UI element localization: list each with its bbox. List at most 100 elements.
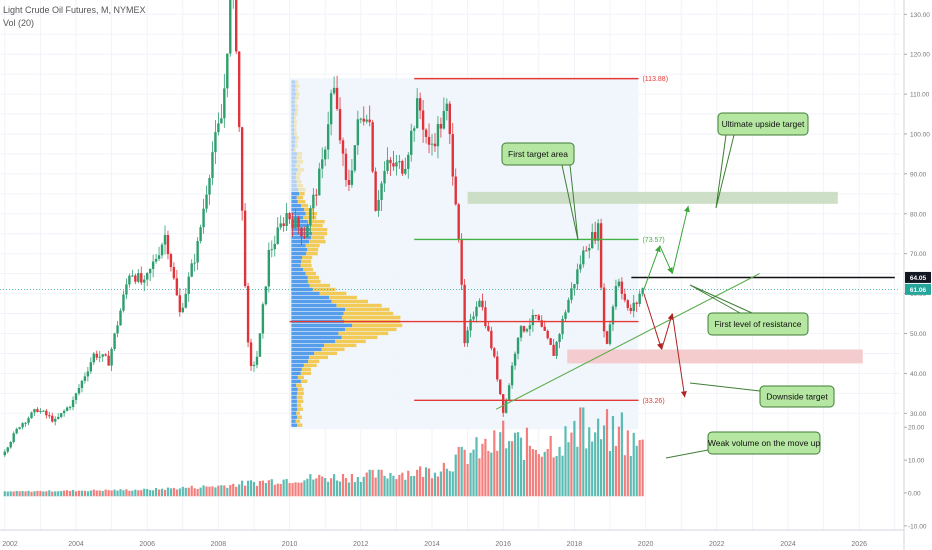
volume-bar	[303, 480, 306, 497]
volume-bar	[134, 489, 137, 497]
profile-bar-down	[294, 104, 299, 108]
volume-bar	[166, 487, 170, 497]
profile-bar-down	[296, 403, 302, 407]
volume-bar	[597, 418, 600, 497]
profile-bar-down	[294, 140, 298, 144]
candle-body	[516, 337, 520, 354]
profile-bar-down	[312, 231, 328, 236]
volume-bar	[264, 483, 267, 497]
volume-bar	[502, 420, 505, 497]
candle-body	[484, 307, 487, 327]
downside-target-note-box	[759, 385, 835, 408]
profile-bar-down	[295, 88, 298, 92]
candle-body	[368, 119, 371, 123]
profile-bar-up	[291, 148, 295, 152]
volume-bar	[579, 407, 582, 497]
profile-bar-up	[291, 371, 301, 375]
candle-body	[350, 170, 354, 185]
candle-body	[555, 341, 558, 356]
candle-body	[326, 124, 330, 150]
volume-bar	[279, 483, 282, 497]
profile-bar-down	[296, 395, 303, 399]
volume-bar	[368, 469, 371, 497]
volume-bar	[422, 476, 425, 497]
volume-bar	[401, 472, 404, 497]
arrow-pullback	[659, 245, 673, 274]
candle-body	[95, 353, 98, 358]
candle-body	[151, 261, 155, 269]
profile-bar-down	[296, 172, 301, 176]
candle-body	[632, 302, 635, 312]
volume-bar	[632, 432, 635, 497]
volume-bar	[505, 448, 508, 497]
volume-bar	[588, 427, 591, 497]
volume-bar	[472, 449, 475, 497]
candle-body	[341, 140, 345, 154]
profile-bar-up	[291, 271, 306, 276]
candle-body	[279, 223, 282, 228]
arrow-up-to-first-target	[643, 245, 661, 290]
profile-bar-down	[294, 148, 297, 152]
volume-bar	[407, 470, 410, 497]
volume-profile-background	[289, 78, 639, 430]
profile-bar-down	[296, 180, 302, 184]
profile-bar-up	[291, 223, 310, 228]
candle-body	[638, 293, 641, 304]
candle-body	[445, 103, 449, 111]
volume-bar	[324, 478, 327, 497]
candle-body	[59, 413, 63, 417]
candle-body	[208, 178, 211, 195]
volume-bar	[273, 484, 276, 497]
profile-bar-up	[291, 180, 297, 184]
candle-body	[15, 428, 18, 434]
price-tick-label: 80.00	[910, 211, 927, 218]
volume-bar	[519, 437, 523, 497]
profile-bar-up	[291, 168, 298, 172]
volume-bar	[36, 490, 39, 497]
volume-bar	[327, 481, 330, 497]
profile-bar-up	[291, 383, 297, 387]
profile-bar-down	[298, 188, 306, 192]
volume-bar	[80, 490, 84, 497]
candle-body	[389, 159, 392, 164]
candle-body	[54, 418, 57, 422]
chart-title: Light Crude Oil Futures, M, NYMEX	[3, 5, 146, 15]
candle-body	[629, 307, 632, 312]
first-target-area-note: First target area	[501, 142, 579, 241]
profile-bar-up	[291, 120, 295, 124]
candle-body	[335, 87, 339, 109]
profile-bar-down	[324, 343, 357, 348]
profile-bar-down	[296, 415, 303, 419]
profile-bar-up	[291, 419, 296, 423]
candle-body	[187, 276, 190, 294]
volume-bar	[3, 491, 6, 497]
candle-body	[39, 410, 42, 412]
volume-bar	[315, 478, 318, 497]
profile-bar-down	[310, 227, 328, 232]
profile-bar-down	[321, 347, 345, 352]
candle-body	[122, 294, 125, 311]
profile-bar-down	[343, 311, 394, 316]
volume-bar	[585, 448, 588, 497]
volume-bar	[238, 484, 241, 497]
volume-bar	[137, 490, 140, 497]
candle-body	[110, 348, 113, 366]
profile-bar-up	[291, 407, 298, 411]
volume-bar	[457, 446, 460, 497]
candle-body	[359, 118, 362, 120]
profile-bar-down	[319, 291, 347, 296]
volume-bar	[395, 479, 398, 497]
candle-body	[599, 223, 603, 288]
candle-body	[582, 250, 585, 265]
profile-bar-down	[309, 223, 323, 228]
candle-body	[57, 416, 60, 419]
current-price-badge-bg	[905, 271, 931, 283]
candle-body	[113, 333, 116, 349]
volume-bar	[398, 474, 401, 497]
volume-bar	[620, 412, 623, 497]
volume-bar	[86, 491, 89, 497]
volume-bar	[377, 469, 380, 497]
candle-body	[294, 217, 297, 229]
candle-body	[519, 326, 523, 338]
